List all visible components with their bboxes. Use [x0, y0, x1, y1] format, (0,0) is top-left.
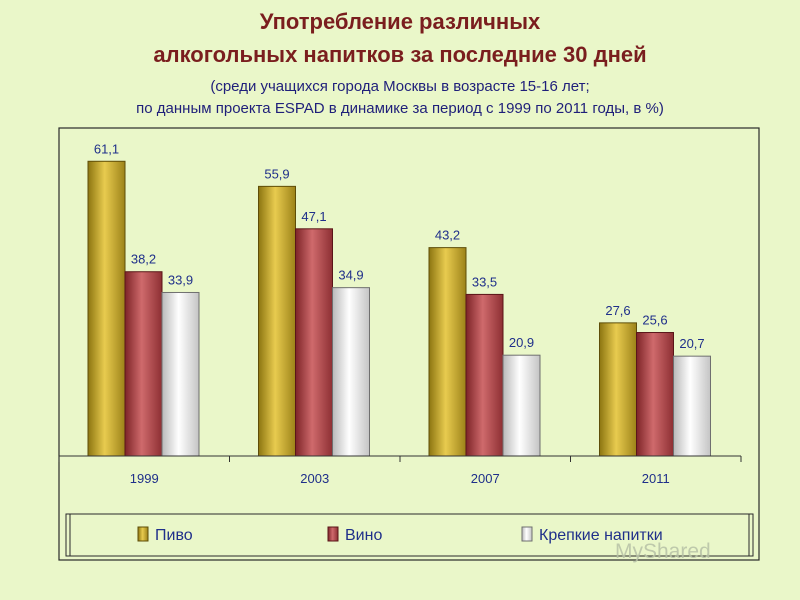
legend: Пиво Вино Крепкие напитки — [65, 513, 754, 557]
data-label-beer-1999: 61,1 — [94, 141, 119, 156]
legend-label-beer: Пиво — [155, 527, 193, 544]
x-tick-label-1999: 1999 — [130, 471, 159, 486]
x-tick-label-2003: 2003 — [300, 471, 329, 486]
x-tick-label-2011: 2011 — [642, 471, 670, 486]
data-label-wine-2007: 33,5 — [472, 274, 497, 289]
data-label-wine-2011: 25,6 — [642, 313, 667, 328]
data-label-spirits-2007: 20,9 — [509, 335, 534, 350]
legend-swatch-beer — [137, 526, 149, 542]
legend-box — [69, 513, 754, 557]
data-label-beer-2003: 55,9 — [264, 166, 289, 181]
legend-label-wine: Вино — [345, 527, 382, 544]
chart-title-line1: Употребление различных — [259, 9, 541, 34]
bar-wine-2011 — [636, 332, 674, 457]
bar-spirits-2011 — [673, 355, 711, 457]
watermark-text: MyShared — [615, 540, 711, 563]
bar-wine-2003 — [295, 228, 333, 457]
chart-subtitle-line2: по данным проекта ESPAD в динамике за пе… — [136, 100, 664, 117]
x-axis-ticks: 1999 2003 2007 2011 — [58, 456, 742, 486]
x-tick-label-2007: 2007 — [471, 471, 500, 486]
bar-beer-1999 — [87, 160, 126, 457]
data-label-beer-2011: 27,6 — [605, 303, 630, 318]
data-label-beer-2007: 43,2 — [435, 228, 460, 243]
data-label-spirits-2003: 34,9 — [338, 268, 363, 283]
legend-label-spirits: Крепкие напитки — [539, 527, 663, 544]
legend-swatch-spirits — [521, 526, 533, 542]
bar-spirits-2007 — [502, 354, 541, 457]
chart-subtitle-line1: (среди учащихся города Москвы в возрасте… — [210, 78, 590, 95]
bar-beer-2003 — [258, 185, 296, 457]
bar-wine-2007 — [465, 293, 504, 457]
data-label-wine-2003: 47,1 — [301, 209, 326, 224]
chart-title-line2: алкогольных напитков за последние 30 дне… — [153, 42, 647, 67]
data-label-spirits-1999: 33,9 — [168, 272, 193, 287]
data-label-wine-1999: 38,2 — [131, 252, 156, 267]
bar-beer-2007 — [428, 247, 467, 457]
legend-box-shadow — [65, 513, 750, 557]
data-label-spirits-2011: 20,7 — [679, 336, 704, 351]
bars-group: 61,1 38,2 33,9 55,9 47,1 34,9 43,2 33,5 20,9 27,6… — [87, 141, 711, 457]
bar-spirits-1999 — [161, 291, 200, 457]
bar-spirits-2003 — [332, 287, 370, 457]
bar-beer-2011 — [599, 322, 637, 457]
bar-wine-1999 — [124, 271, 163, 457]
legend-swatch-wine — [327, 526, 339, 542]
